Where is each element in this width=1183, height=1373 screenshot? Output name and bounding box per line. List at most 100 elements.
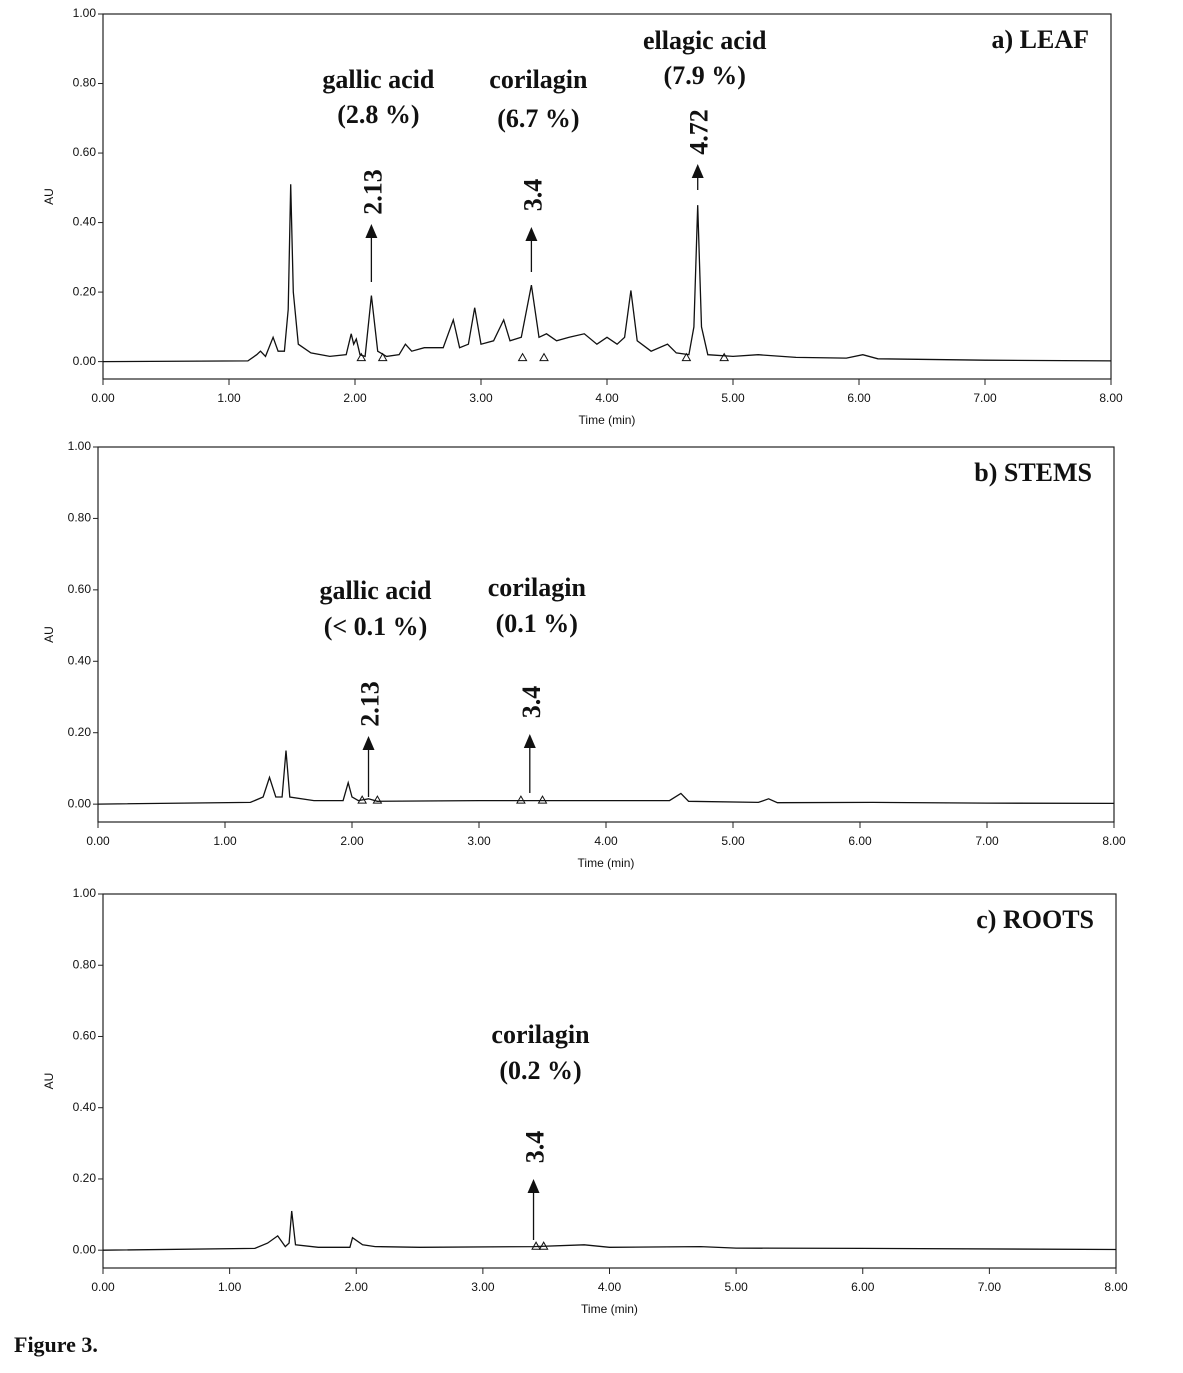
x-tick-label: 5.00 [721, 834, 745, 848]
compound-amount: (0.1 %) [496, 609, 578, 638]
retention-time: 4.72 [685, 109, 714, 155]
peak-marker [538, 1241, 549, 1250]
caption: Figure 3. [14, 1332, 98, 1357]
retention-time: 3.4 [517, 686, 546, 719]
y-tick-label: 0.20 [73, 284, 97, 298]
chart-panel: 0.00 0.20 0.40 0.60 0.80 1.00 0.00 1.00 2.00 3.00… [42, 6, 1123, 427]
compound-amount: (< 0.1 %) [324, 612, 428, 641]
arrow-head [365, 224, 378, 238]
trace [97, 750, 1115, 805]
x-tick-label: 7.00 [975, 834, 999, 848]
y-tick-label: 0.60 [73, 1029, 97, 1043]
x-tick-label: 2.00 [343, 391, 367, 405]
x-axis-label: Time (min) [579, 413, 636, 427]
x-tick-label: 6.00 [847, 391, 871, 405]
peak-marker [357, 795, 368, 804]
y-tick-label: 0.20 [73, 1171, 97, 1185]
y-axis-label: AU [42, 188, 56, 205]
peak-marker [516, 795, 526, 804]
x-tick-label: 6.00 [851, 1280, 875, 1294]
compound-amount: (2.8 %) [337, 100, 419, 129]
x-axis-label: Time (min) [578, 856, 635, 870]
compound-name: ellagic acid [643, 26, 767, 55]
arrow-head [525, 227, 538, 241]
plot-frame [102, 13, 1112, 380]
x-tick-label: 3.00 [467, 834, 491, 848]
x-tick-label: 2.00 [340, 834, 364, 848]
y-tick-label: 0.40 [73, 1100, 97, 1114]
x-tick-label: 1.00 [217, 391, 241, 405]
peak-marker [372, 795, 383, 804]
arrow-head [523, 734, 536, 748]
panel-title: b) STEMS [974, 458, 1092, 487]
panel-title: a) LEAF [992, 25, 1090, 54]
peak-marker [517, 352, 528, 362]
peak-marker [537, 795, 548, 804]
x-tick-label: 5.00 [724, 1280, 748, 1294]
y-tick-label: 0.20 [68, 725, 92, 739]
x-tick-label: 0.00 [86, 834, 110, 848]
x-tick-label: 4.00 [594, 834, 618, 848]
x-tick-label: 3.00 [469, 391, 493, 405]
y-tick-label: 0.60 [73, 145, 97, 159]
x-tick-label: 1.00 [213, 834, 237, 848]
retention-time: 3.4 [518, 179, 547, 212]
compound-amount: (7.9 %) [664, 61, 746, 90]
y-tick-label: 1.00 [68, 439, 92, 453]
y-tick-label: 0.40 [73, 215, 97, 229]
compound-name: gallic acid [320, 576, 432, 605]
peak-marker [539, 352, 549, 362]
chart-panel: 0.00 0.20 0.40 0.60 0.80 1.00 0.00 1.00 2.00 3.00… [42, 439, 1126, 870]
compound-name: gallic acid [322, 65, 434, 94]
retention-time: 3.4 [520, 1131, 549, 1164]
x-tick-label: 4.00 [598, 1280, 622, 1294]
y-tick-label: 0.80 [73, 957, 97, 971]
trace [102, 1210, 1117, 1251]
compound-name: corilagin [488, 573, 587, 602]
x-tick-label: 8.00 [1102, 834, 1126, 848]
peak-marker [377, 352, 388, 362]
y-tick-label: 0.00 [68, 796, 92, 810]
y-tick-label: 0.00 [73, 1242, 97, 1256]
y-tick-label: 0.80 [73, 76, 97, 90]
peak-marker [356, 352, 367, 362]
x-tick-label: 4.00 [595, 391, 619, 405]
y-axis-label: AU [42, 1073, 56, 1090]
arrow-head [527, 1179, 540, 1193]
compound-amount: (0.2 %) [499, 1056, 581, 1085]
arrow-head [362, 736, 375, 750]
chart-panel: 0.00 0.20 0.40 0.60 0.80 1.00 0.00 1.00 2.00 3.00… [42, 886, 1128, 1316]
x-tick-label: 8.00 [1099, 391, 1123, 405]
y-tick-label: 0.60 [68, 582, 92, 596]
x-tick-label: 1.00 [218, 1280, 242, 1294]
retention-time: 2.13 [355, 681, 384, 727]
x-axis-label: Time (min) [581, 1302, 638, 1316]
peak-marker [719, 352, 730, 362]
arrow-head [691, 164, 704, 178]
y-tick-label: 0.40 [68, 653, 92, 667]
panel-title: c) ROOTS [976, 905, 1094, 934]
x-tick-label: 7.00 [978, 1280, 1002, 1294]
y-tick-label: 0.80 [68, 511, 92, 525]
peak-marker [531, 1241, 541, 1250]
compound-name: corilagin [489, 65, 588, 94]
compound-amount: (6.7 %) [497, 104, 579, 133]
x-tick-label: 0.00 [91, 1280, 115, 1294]
plot-frame [102, 893, 1117, 1269]
x-tick-label: 6.00 [848, 834, 872, 848]
x-tick-label: 7.00 [973, 391, 997, 405]
compound-name: corilagin [491, 1020, 590, 1049]
x-tick-label: 2.00 [345, 1280, 369, 1294]
y-tick-label: 1.00 [73, 886, 97, 900]
trace [102, 184, 1112, 363]
x-tick-label: 8.00 [1104, 1280, 1128, 1294]
x-tick-label: 5.00 [721, 391, 745, 405]
y-axis-label: AU [42, 626, 56, 643]
y-tick-label: 1.00 [73, 6, 97, 20]
x-tick-label: 3.00 [471, 1280, 495, 1294]
plot-frame [97, 446, 1115, 823]
y-tick-label: 0.00 [73, 354, 97, 368]
x-tick-label: 0.00 [91, 391, 115, 405]
peak-marker [681, 352, 692, 362]
